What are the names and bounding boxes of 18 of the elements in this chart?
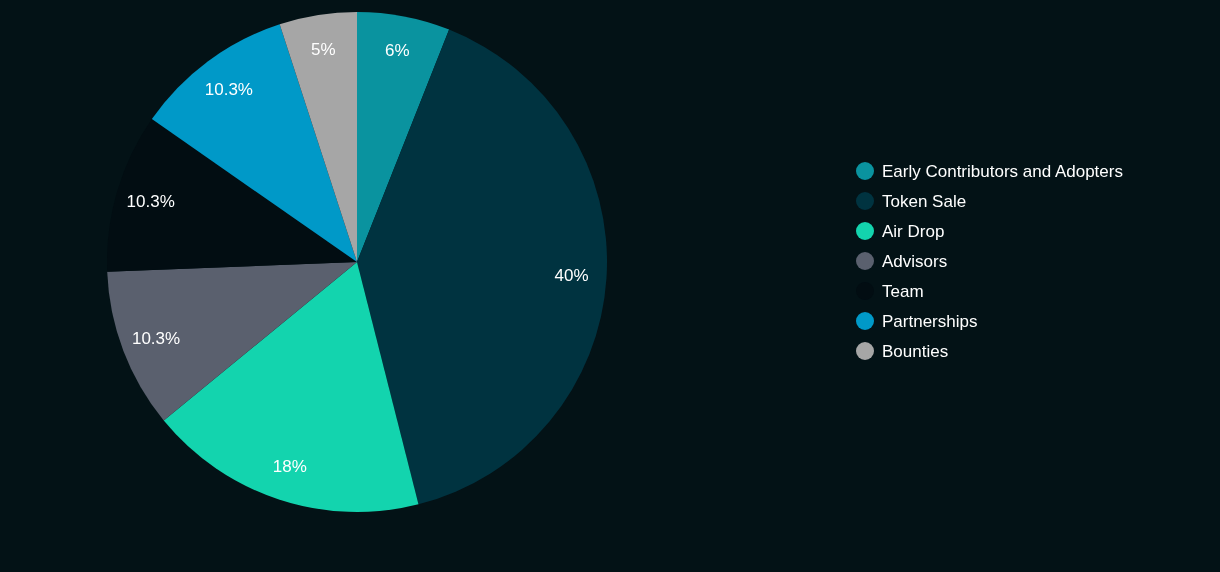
legend-label: Bounties [882, 341, 949, 361]
legend-label: Team [882, 281, 924, 301]
data-label: 10.3% [126, 192, 175, 212]
pie-slice [279, 12, 357, 262]
legend-label: Air Drop [882, 221, 945, 241]
data-label: 10.3% [204, 79, 253, 99]
legend-label: Advisors [882, 251, 948, 271]
data-label: 6% [385, 41, 410, 61]
legend-label: Early Contributors and Adopters [882, 161, 1123, 181]
data-label: 10.3% [131, 328, 181, 348]
legend-label: Token Sale [882, 191, 967, 211]
data-label: 18% [272, 456, 307, 476]
data-label: 40% [554, 266, 589, 286]
data-label: 5% [311, 40, 336, 60]
pie-slice [357, 29, 607, 505]
pie-slice [107, 262, 357, 421]
legend-label: Partnerships [882, 311, 978, 331]
pie-slice [357, 12, 450, 262]
